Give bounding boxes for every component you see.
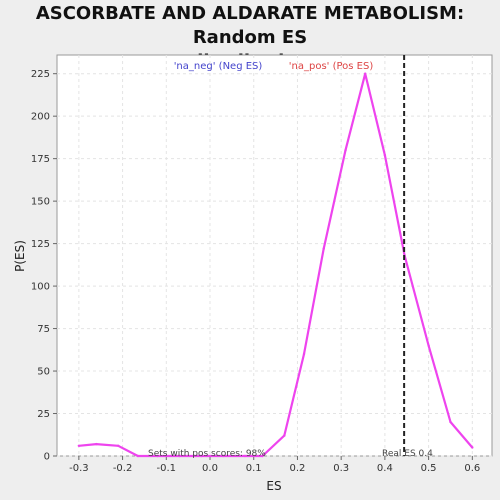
pos-scores-note: Sets with pos scores: 98% <box>148 449 266 459</box>
x-tick-label: 0.2 <box>289 463 305 474</box>
y-tick-label: 175 <box>31 154 50 165</box>
chart-title-line1: ASCORBATE AND ALDARATE METABOLISM: Rando… <box>35 3 465 48</box>
series-point <box>221 454 225 458</box>
x-tick-label: 0.4 <box>377 463 393 474</box>
x-axis-label: ES <box>266 479 281 493</box>
series-point <box>322 247 325 250</box>
y-tick-label: 50 <box>37 367 50 378</box>
y-axis: 0 25 50 75 100 125 150 175 200 225 <box>31 69 57 463</box>
series-point <box>200 454 203 458</box>
real-es-note: Real ES 0.4 <box>382 449 433 459</box>
plot-area <box>56 54 493 457</box>
series-point <box>449 420 452 424</box>
y-tick-label: 100 <box>31 282 50 293</box>
x-tick-label: -0.2 <box>113 463 133 474</box>
series-point <box>77 444 81 448</box>
x-tick-label: -0.3 <box>69 463 89 474</box>
x-tick-label: 0.6 <box>464 463 480 474</box>
series-point <box>383 154 387 157</box>
series-point <box>136 454 140 458</box>
series-point <box>178 454 181 458</box>
y-tick-label: 0 <box>44 452 50 463</box>
legend-pos-label: 'na_pos' (Pos ES) <box>289 61 374 72</box>
series-point <box>427 344 430 347</box>
y-tick-label: 225 <box>31 69 50 80</box>
series-layer <box>77 72 474 458</box>
series-point <box>344 148 347 152</box>
y-tick-label: 200 <box>31 112 50 123</box>
x-axis: -0.3 -0.2 -0.1 0.0 0.1 0.2 0.3 0.4 0.5 0.6 <box>69 456 480 474</box>
series-point <box>302 352 306 356</box>
y-tick-label: 125 <box>31 239 50 250</box>
y-tick-label: 75 <box>37 324 50 335</box>
x-tick-label: -0.1 <box>157 463 177 474</box>
legend-neg-label: 'na_neg' (Neg ES) <box>174 61 263 72</box>
grid-lines <box>57 55 492 457</box>
series-point <box>471 446 474 449</box>
x-tick-label: 0.0 <box>202 463 218 474</box>
series-point <box>283 434 286 437</box>
series-point <box>243 454 247 458</box>
series-line <box>78 72 474 458</box>
y-tick-label: 150 <box>31 197 50 208</box>
series-point <box>95 442 98 446</box>
series-point <box>117 444 120 448</box>
x-tick-label: 0.1 <box>246 463 262 474</box>
y-tick-label: 25 <box>37 409 50 420</box>
series-point <box>261 454 264 458</box>
series-point <box>156 454 159 458</box>
x-tick-label: 0.3 <box>333 463 349 474</box>
x-tick-label: 0.5 <box>421 463 437 474</box>
series-point <box>364 72 367 75</box>
y-axis-label: P(ES) <box>13 240 27 272</box>
